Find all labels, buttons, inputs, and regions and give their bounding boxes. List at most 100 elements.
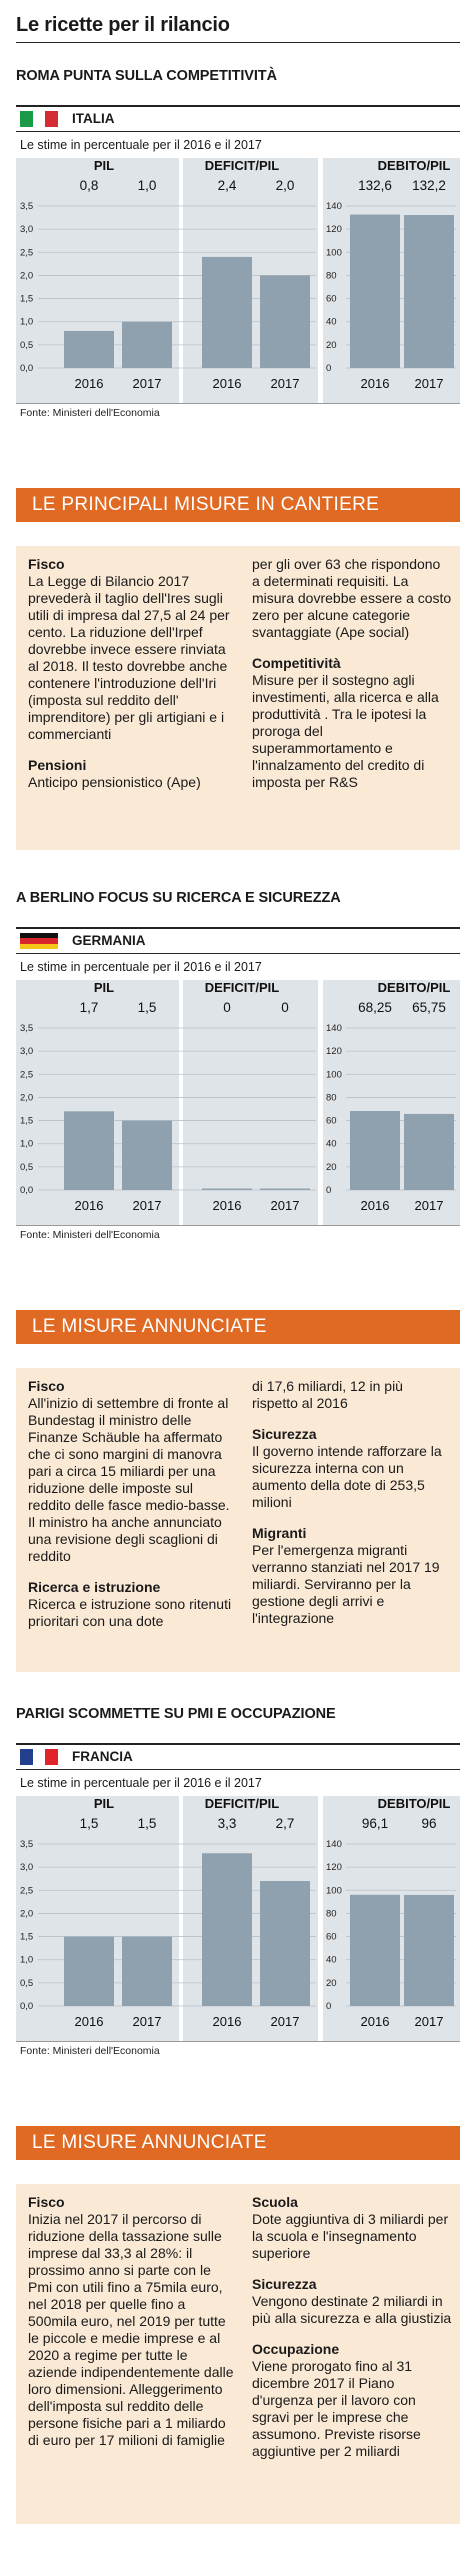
chart-subtitle: Le stime in percentuale per il 2016 e il… <box>20 138 262 152</box>
bar <box>64 1936 114 2006</box>
measure-item: Pensioni Anticipo pensionistico (Ape) <box>28 757 238 791</box>
x-tick-label: 2016 <box>361 1198 390 1213</box>
x-tick-label: 2016 <box>75 1198 104 1213</box>
section-heading-francia: PARIGI SCOMMETTE SU PMI E OCCUPAZIONE <box>16 1706 336 1722</box>
measures-column-right: di 17,6 miliardi, 12 in più rispetto al … <box>252 1378 452 1641</box>
germany-flag-icon <box>20 933 58 949</box>
banner-label: LE MISURE ANNUNCIATE <box>32 1316 267 1337</box>
y-tick-label: 0,0 <box>20 363 33 374</box>
y-tick-label: 3,0 <box>20 1862 33 1873</box>
bar <box>260 275 310 368</box>
measure-text: Per l'emergenza migranti verranno stanzi… <box>252 1542 440 1626</box>
measures-box-germania: Fisco All'inizio di settembre di fronte a… <box>16 1368 460 1672</box>
measure-text: Vengono destinate 2 miliardi in più alla… <box>252 2293 452 2326</box>
country-name: FRANCIA <box>72 1749 133 1764</box>
measure-text: La Legge di Bilancio 2017 prevederà il t… <box>28 573 230 742</box>
measures-box-francia: Fisco Inizia nel 2017 il percorso di ridu… <box>16 2184 460 2524</box>
bar <box>260 1881 310 2006</box>
panel-title: DEBITO/PIL <box>378 1796 451 1811</box>
data-label: 1,5 <box>138 1000 157 1015</box>
measure-item: per gli over 63 che rispondono a determi… <box>252 556 452 641</box>
y-tick-label: 140 <box>326 201 342 212</box>
measure-title: Sicurezza <box>252 2276 317 2292</box>
measures-column-left: Fisco La Legge di Bilancio 2017 prevederà… <box>28 556 238 805</box>
measure-text: di 17,6 miliardi, 12 in più rispetto al … <box>252 1378 403 1411</box>
panel-title: DEBITO/PIL <box>378 980 451 995</box>
data-label: 2,7 <box>276 1816 295 1831</box>
measure-item: di 17,6 miliardi, 12 in più rispetto al … <box>252 1378 452 1412</box>
measures-box-italia: Fisco La Legge di Bilancio 2017 prevederà… <box>16 546 460 850</box>
bar <box>202 1853 252 2006</box>
measure-item: Migranti Per l'emergenza migranti verrann… <box>252 1525 452 1627</box>
measure-item: Fisco Inizia nel 2017 il percorso di ridu… <box>28 2194 238 2449</box>
chart-germania-svg: 3,5 3,0 2,5 2,0 1,5 1,0 0,5 0,0 140 120 100 80 60 40 2… <box>20 980 456 1225</box>
country-row-italia: ITALIA <box>16 105 460 132</box>
y-tick-label: 2,5 <box>20 1885 33 1896</box>
y-tick-label: 40 <box>326 1139 337 1150</box>
chart-subtitle: Le stime in percentuale per il 2016 e il… <box>20 1776 262 1790</box>
x-tick-label: 2016 <box>75 2014 104 2029</box>
x-tick-label: 2017 <box>415 1198 444 1213</box>
measures-banner-germania: LE MISURE ANNUNCIATE <box>16 1310 460 1344</box>
y-tick-label: 80 <box>326 1092 337 1103</box>
measure-text: Il governo intende rafforzare la sicurez… <box>252 1443 442 1510</box>
measure-text: Inizia nel 2017 il percorso di riduzione… <box>28 2211 234 2448</box>
country-name: ITALIA <box>72 111 115 126</box>
panel-title: DEFICIT/PIL <box>205 980 279 995</box>
measure-title: Fisco <box>28 2194 65 2210</box>
measures-column-left: Fisco Inizia nel 2017 il percorso di ridu… <box>28 2194 238 2463</box>
bar <box>260 1188 310 1190</box>
y-tick-label: 20 <box>326 340 337 351</box>
measure-item: Competitività Misure per il sostegno agli… <box>252 655 452 791</box>
data-label: 1,0 <box>138 178 157 193</box>
data-label: 96 <box>421 1816 436 1831</box>
y-tick-label: 120 <box>326 1862 342 1873</box>
chart-francia-svg: 3,5 3,0 2,5 2,0 1,5 1,0 0,5 0,0 140 120 100 80 60 40 2… <box>20 1796 456 2041</box>
measures-column-left: Fisco All'inizio di settembre di fronte a… <box>28 1378 238 1644</box>
y-tick-label: 120 <box>326 1046 342 1057</box>
bar <box>122 1120 172 1190</box>
measure-text: All'inizio di settembre di fronte al Bun… <box>28 1395 230 1564</box>
chart-source: Fonte: Ministeri dell'Economia <box>20 407 160 419</box>
chart-source: Fonte: Ministeri dell'Economia <box>20 2045 160 2057</box>
y-tick-label: 3,0 <box>20 224 33 235</box>
panel-title: PIL <box>94 980 114 995</box>
banner-label: LE MISURE ANNUNCIATE <box>32 2132 267 2153</box>
measure-title: Sicurezza <box>252 1426 317 1442</box>
measures-column-right: Scuola Dote aggiuntiva di 3 miliardi per … <box>252 2194 452 2474</box>
main-title: Le ricette per il rilancio <box>16 14 230 36</box>
data-label: 65,75 <box>412 1000 446 1015</box>
bar <box>64 330 114 368</box>
panel-title: DEFICIT/PIL <box>205 1796 279 1811</box>
panel-title: DEFICIT/PIL <box>205 158 279 173</box>
measures-column-right: per gli over 63 che rispondono a determi… <box>252 556 452 805</box>
data-label: 0,8 <box>80 178 99 193</box>
data-label: 2,0 <box>276 178 295 193</box>
y-tick-label: 0,5 <box>20 1162 33 1173</box>
y-tick-label: 140 <box>326 1839 342 1850</box>
y-tick-label: 2,0 <box>20 1092 33 1103</box>
measure-item: Ricerca e istruzione Ricerca e istruzione… <box>28 1579 238 1630</box>
data-label: 0 <box>281 1000 289 1015</box>
y-tick-label: 40 <box>326 317 337 328</box>
measures-banner-francia: LE MISURE ANNUNCIATE <box>16 2126 460 2160</box>
y-tick-label: 0 <box>326 363 331 374</box>
measure-text: Dote aggiuntiva di 3 miliardi per la scu… <box>252 2211 449 2261</box>
measure-text: Anticipo pensionistico (Ape) <box>28 774 201 790</box>
y-tick-label: 0,5 <box>20 340 33 351</box>
y-tick-label: 2,5 <box>20 1069 33 1080</box>
panel-title: PIL <box>94 1796 114 1811</box>
bar <box>64 1111 114 1190</box>
y-tick-label: 1,5 <box>20 294 33 305</box>
data-label: 1,7 <box>80 1000 99 1015</box>
x-tick-label: 2017 <box>271 376 300 391</box>
measure-title: Occupazione <box>252 2341 340 2357</box>
y-tick-label: 20 <box>326 1978 337 1989</box>
y-tick-label: 140 <box>326 1023 342 1034</box>
y-tick-label: 80 <box>326 1908 337 1919</box>
panel-separator <box>318 158 323 403</box>
measure-item: Sicurezza Vengono destinate 2 miliardi in… <box>252 2276 452 2327</box>
data-label: 96,1 <box>362 1816 388 1831</box>
x-tick-label: 2017 <box>133 2014 162 2029</box>
data-label: 132,6 <box>358 178 392 193</box>
